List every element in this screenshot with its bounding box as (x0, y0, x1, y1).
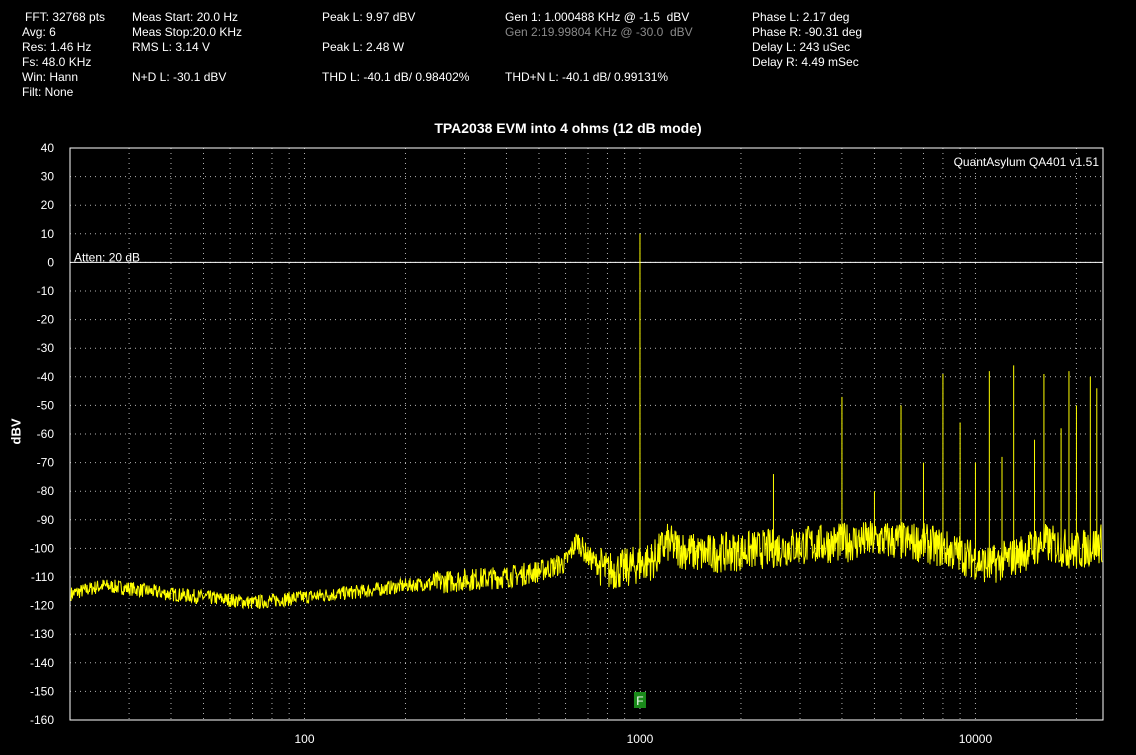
filt-readout: Filt: None (22, 85, 74, 99)
fft-readout: FFT: 32768 pts (25, 10, 106, 24)
plot-frame (69, 147, 1104, 721)
meas-start-readout: Meas Start: 20.0 Hz (132, 10, 239, 24)
watermark: QuantAsylum QA401 v1.51 (954, 155, 1100, 169)
res-readout: Res: 1.46 Hz (22, 40, 92, 54)
y-tick-label: -110 (31, 570, 54, 584)
y-tick-label: -10 (37, 284, 55, 298)
avg-readout: Avg: 6 (22, 25, 56, 39)
y-tick-label: -20 (37, 313, 55, 327)
delay-r-readout: Delay R: 4.49 mSec (752, 55, 859, 69)
phase-r-readout: Phase R: -90.31 deg (752, 25, 863, 39)
x-tick-labels: 100 1000 10000 (294, 732, 992, 746)
rms-l-readout: RMS L: 3.14 V (132, 40, 211, 54)
marker-label: F (636, 694, 643, 708)
peak-l-dbv-readout: Peak L: 9.97 dBV (322, 10, 416, 24)
y-tick-label: -140 (30, 656, 54, 670)
y-tick-label: -40 (37, 370, 55, 384)
y-tick-label: -70 (37, 456, 55, 470)
atten-annotation: Atten: 20 dB (74, 250, 140, 264)
y-tick-label: -130 (30, 627, 54, 641)
y-tick-label: 40 (41, 141, 55, 155)
y-tick-label: -80 (37, 484, 55, 498)
nd-l-readout: N+D L: -30.1 dBV (132, 70, 227, 84)
frequency-marker[interactable]: F (633, 692, 646, 708)
delay-l-readout: Delay L: 243 uSec (752, 40, 851, 54)
y-tick-label: -100 (30, 541, 54, 555)
win-readout: Win: Hann (22, 70, 79, 84)
y-tick-label: -160 (30, 713, 54, 727)
grid (69, 147, 1103, 721)
marker-box[interactable] (633, 692, 646, 708)
peak-l-w-readout: Peak L: 2.48 W (322, 40, 405, 54)
trace-left (70, 233, 1103, 610)
phase-l-readout: Phase L: 2.17 deg (752, 10, 850, 24)
y-tick-label: 30 (41, 170, 55, 184)
fs-readout: Fs: 48.0 KHz (22, 55, 92, 69)
noise-floor-trace (70, 520, 1103, 610)
gen1-readout: Gen 1: 1.000488 KHz @ -1.5 dBV (505, 10, 690, 24)
y-tick-label: -50 (37, 398, 55, 412)
y-tick-label: 0 (47, 255, 54, 269)
y-tick-labels: 40 30 20 10 0 -10 -20 -30 -40 -50 -60 -70 -80 -90 -100… (30, 141, 54, 727)
x-tick-label: 10000 (959, 732, 993, 746)
y-tick-label: -30 (37, 341, 55, 355)
x-tick-label: 100 (294, 732, 314, 746)
y-tick-label: -60 (37, 427, 55, 441)
chart-title: TPA2038 EVM into 4 ohms (12 dB mode) (434, 120, 702, 136)
y-tick-label: 20 (41, 198, 55, 212)
y-tick-label: -90 (37, 513, 55, 527)
x-tick-label: 1000 (627, 732, 654, 746)
y-tick-label: -150 (30, 684, 54, 698)
meas-stop-readout: Meas Stop:20.0 KHz (132, 25, 243, 39)
y-tick-label: -120 (30, 599, 54, 613)
gen2-readout: Gen 2:19.99804 KHz @ -30.0 dBV (505, 25, 693, 39)
y-tick-label: 10 (41, 227, 55, 241)
thd-l-readout: THD L: -40.1 dB/ 0.98402% (322, 70, 470, 84)
thdn-l-readout: THD+N L: -40.1 dB/ 0.99131% (505, 70, 669, 84)
